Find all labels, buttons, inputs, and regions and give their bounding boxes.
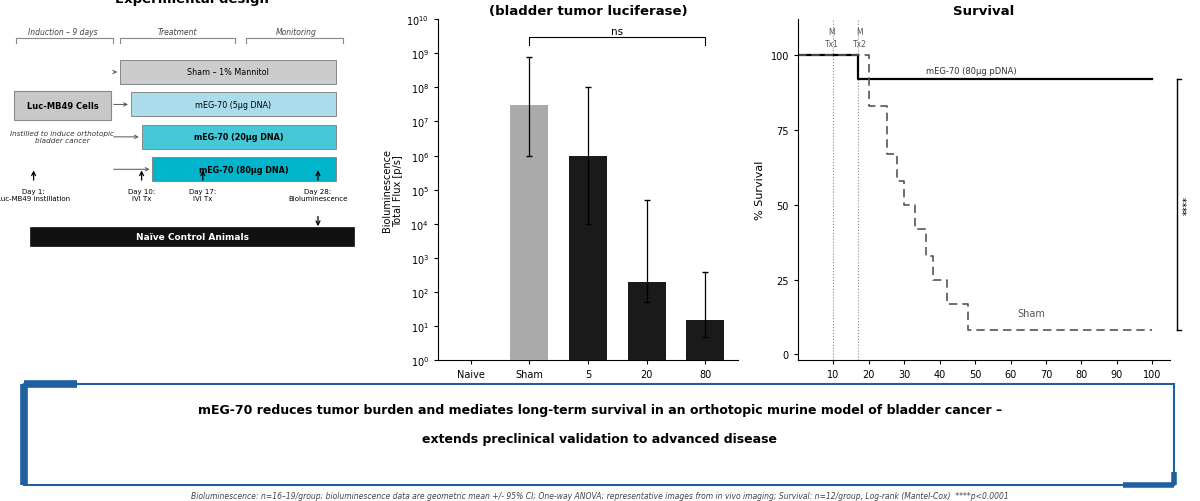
Text: mEG-70 (20μg DNA): mEG-70 (20μg DNA): [194, 133, 283, 142]
Text: mEG-70 (5μg DNA): mEG-70 (5μg DNA): [196, 101, 271, 110]
Text: Sham – 1% Mannitol: Sham – 1% Mannitol: [187, 68, 269, 77]
Text: M: M: [857, 28, 863, 37]
Text: Treatment: Treatment: [158, 28, 197, 37]
Y-axis label: Bioluminescence
Total Flux [p/s]: Bioluminescence Total Flux [p/s]: [382, 149, 403, 232]
FancyBboxPatch shape: [30, 228, 354, 246]
Text: Experimental design: Experimental design: [115, 0, 269, 7]
Text: Day 17:
IVI Tx: Day 17: IVI Tx: [190, 189, 216, 201]
FancyBboxPatch shape: [14, 92, 112, 121]
Text: Day 28:
Bioluminescence: Day 28: Bioluminescence: [288, 189, 348, 201]
Text: Tx2: Tx2: [853, 40, 866, 49]
Text: Induction – 9 days: Induction – 9 days: [28, 28, 97, 37]
Text: extends preclinical validation to advanced disease: extends preclinical validation to advanc…: [422, 432, 778, 445]
FancyBboxPatch shape: [142, 126, 336, 149]
Text: mEG-70 reduces tumor burden and mediates long-term survival in an orthotopic mur: mEG-70 reduces tumor burden and mediates…: [198, 403, 1002, 416]
Text: Instilled to induce orthotopic
bladder cancer: Instilled to induce orthotopic bladder c…: [11, 131, 114, 144]
FancyBboxPatch shape: [152, 158, 336, 182]
Text: Monitoring: Monitoring: [276, 28, 317, 37]
Bar: [451, 361, 490, 501]
Text: Luc-MB49 Cells: Luc-MB49 Cells: [26, 102, 98, 111]
Bar: [628, 283, 666, 501]
Text: Day 1:
Luc-MB49 instillation: Day 1: Luc-MB49 instillation: [0, 189, 70, 201]
Text: Bioluminescence: n=16–19/group; bioluminescence data are geometric mean +/- 95% : Bioluminescence: n=16–19/group; biolumin…: [191, 491, 1009, 500]
Bar: [686, 321, 725, 501]
Text: Naïve Control Animals: Naïve Control Animals: [136, 233, 248, 241]
Text: Day 10:
IVI Tx: Day 10: IVI Tx: [128, 189, 155, 201]
Bar: [569, 156, 607, 501]
Text: mEG-70 (80μg pDNA): mEG-70 (80μg pDNA): [925, 67, 1016, 76]
Title: Bioluminescence
(bladder tumor luciferase): Bioluminescence (bladder tumor luciferas…: [488, 0, 688, 18]
FancyBboxPatch shape: [24, 384, 1174, 485]
Text: ****: ****: [1182, 196, 1193, 215]
X-axis label: Day: Day: [973, 385, 995, 395]
Bar: [510, 106, 548, 501]
Text: mEG-70 (μg pDNA): mEG-70 (μg pDNA): [600, 429, 694, 439]
FancyBboxPatch shape: [120, 61, 336, 85]
Text: Sham: Sham: [1018, 308, 1045, 318]
Text: mEG-70 (80μg DNA): mEG-70 (80μg DNA): [199, 165, 289, 174]
Text: Tx1: Tx1: [824, 40, 839, 49]
FancyBboxPatch shape: [131, 93, 336, 117]
Text: M: M: [828, 28, 835, 37]
Y-axis label: % Survival: % Survival: [755, 161, 766, 220]
Title: Survival: Survival: [953, 5, 1015, 18]
Text: ns: ns: [611, 27, 623, 37]
